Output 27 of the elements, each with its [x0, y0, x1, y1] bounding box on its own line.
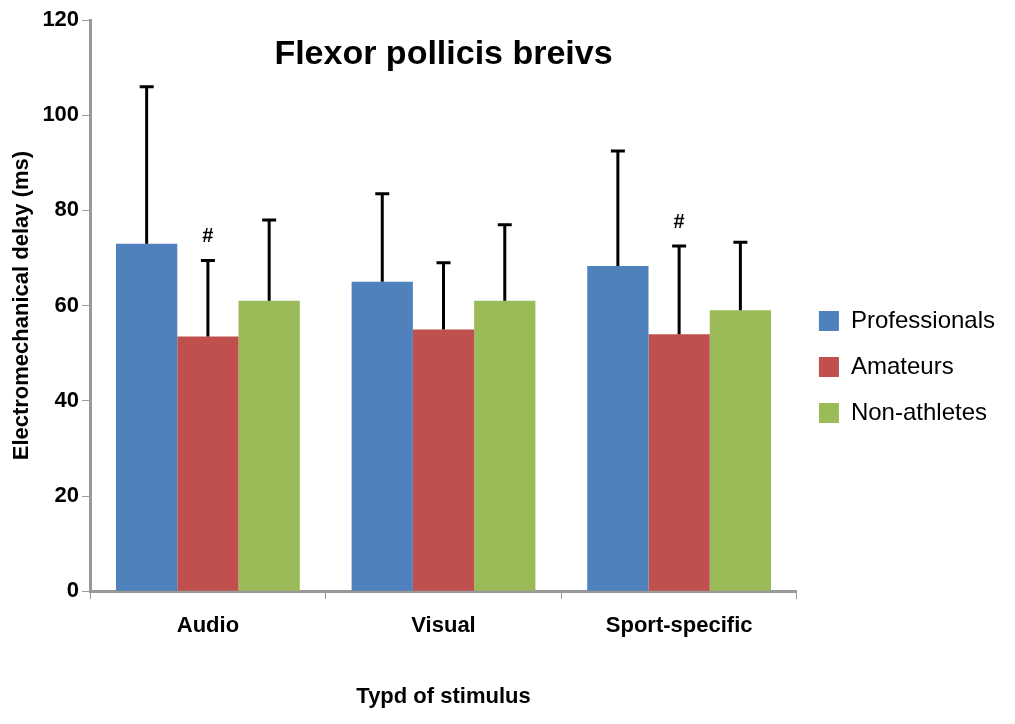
annotation: # — [673, 209, 685, 232]
y-tick-label: 0 — [66, 577, 80, 603]
y-axis-title: Electromechanical delay (ms) — [8, 150, 34, 461]
x-axis-title: Typd of stimulus — [356, 682, 531, 708]
y-tick-label: 60 — [54, 291, 80, 317]
y-tick-label: 20 — [54, 482, 80, 508]
bar — [474, 300, 536, 591]
bar — [709, 310, 772, 591]
x-tick-label: Visual — [411, 612, 476, 638]
y-tick-label: 40 — [54, 386, 80, 412]
y-tick-label: 80 — [54, 196, 80, 222]
bar — [116, 243, 178, 591]
legend-label: Amateurs — [850, 351, 954, 379]
chart-title: Flexor pollicis breivs — [274, 33, 613, 72]
y-tick-label: 120 — [42, 6, 80, 32]
x-tick-label: Audio — [176, 612, 240, 638]
y-tick-label: 100 — [42, 101, 80, 127]
bar — [412, 329, 475, 591]
bar — [238, 300, 300, 591]
annotation: # — [202, 223, 214, 246]
legend-label: Non-athletes — [850, 397, 988, 425]
bar — [587, 266, 649, 591]
bar — [351, 281, 413, 591]
bar — [648, 334, 710, 591]
legend-label: Professionals — [850, 305, 996, 333]
x-tick-label: Sport-specific — [605, 612, 753, 638]
bar — [177, 336, 239, 591]
